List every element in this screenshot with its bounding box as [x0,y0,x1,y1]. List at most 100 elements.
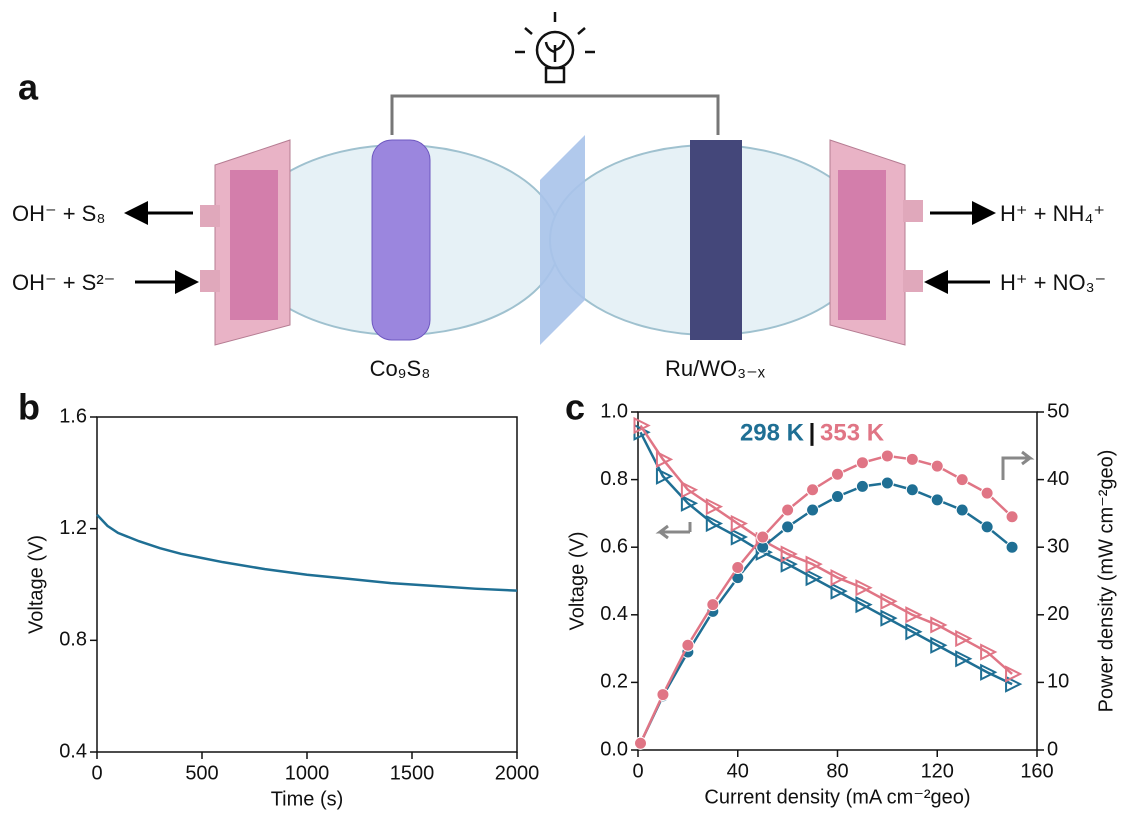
point [680,481,699,499]
point [706,598,720,612]
point [955,473,969,487]
y-tick-label: 0.4 [59,740,87,762]
y2-tick-label: 40 [1047,468,1069,490]
series-line [639,454,1013,744]
plot-frame [96,416,518,753]
point [955,650,973,668]
bulb-icon [515,12,595,84]
point [705,498,724,516]
flow-field [838,170,886,320]
point [1005,510,1019,524]
point [830,582,848,600]
y-tick-label: 0.8 [59,629,87,651]
point [980,643,998,661]
label: H⁺ + NO₃⁻ [1000,270,1106,295]
point [1005,540,1019,554]
point [880,592,898,610]
series-line [639,424,1013,675]
point [780,545,798,563]
point [955,629,973,648]
port [200,270,220,292]
point [930,493,944,507]
port [903,200,923,222]
y-tick-label: 0.2 [600,671,628,693]
point [880,609,898,627]
point [980,520,994,534]
flow-field [230,170,278,320]
series-line [639,481,1013,744]
point [805,555,823,573]
point [980,663,998,681]
point [880,476,894,490]
point [731,560,745,574]
x-axis-label: Time (s) [271,788,344,810]
label: OH⁻ + S²⁻ [12,270,115,295]
point [730,514,748,533]
point [905,623,923,641]
axis-hint-arrow [655,522,692,540]
point [805,569,823,587]
wire [390,94,720,135]
point [831,490,844,503]
point [930,459,944,473]
x-tick-label: 160 [1020,760,1053,782]
point [681,638,695,652]
x-tick-label: 80 [826,760,848,782]
y-tick-label: 1.2 [59,517,87,539]
point [806,503,820,517]
x-tick-label: 1500 [390,762,435,784]
point [905,606,923,624]
point [730,528,748,546]
x-tick-label: 40 [727,760,749,782]
y-tick-label: 0.6 [600,535,628,557]
point [930,636,948,654]
membrane [540,135,585,345]
cathode [690,140,742,340]
x-tick-label: 0 [632,760,643,782]
point [905,452,919,466]
point [633,736,647,750]
point [955,503,969,517]
axis-hint-arrow [1001,450,1035,480]
point [781,503,795,517]
y2-tick-label: 50 [1047,400,1069,422]
point [806,483,820,497]
y-axis-label: Voltage (V) [566,532,588,631]
point [680,494,699,512]
point [830,569,848,587]
y2-tick-label: 20 [1047,603,1069,625]
point [655,467,674,485]
point [1005,665,1023,683]
point [780,555,798,573]
y-axis-label: Voltage (V) [25,535,47,634]
point [781,520,795,534]
x-tick-label: 1000 [285,762,330,784]
label: Co₉S₈ [370,356,431,381]
series-line [639,431,1013,686]
point [930,616,948,634]
point [831,467,844,481]
y2-axis-label: Power density (mW cm⁻²geo) [1095,450,1117,713]
y2-tick-label: 0 [1047,738,1058,760]
x-tick-label: 500 [185,762,218,784]
panel-label: b [18,387,40,428]
point [905,483,919,497]
y-tick-label: 0.0 [600,738,628,760]
y-tick-label: 0.8 [600,468,628,490]
y-tick-label: 1.6 [59,405,87,427]
x-tick-label: 0 [91,762,102,784]
point [855,596,873,614]
point [655,450,674,468]
point [705,514,724,533]
y-tick-label: 0.4 [600,603,628,625]
point [855,479,869,493]
y-tick-label: 1.0 [600,400,628,422]
panel-label: a [18,67,39,108]
x-tick-label: 120 [921,760,954,782]
x-axis-label: Current density (mA cm⁻²geo) [704,786,970,808]
diagram: a OH⁻ + S₈ OH⁻ + S²⁻ H⁺ + NH₄⁺ [12,12,1106,381]
panel-label: c [565,387,585,428]
point [855,456,869,470]
y2-tick-label: 10 [1047,671,1069,693]
